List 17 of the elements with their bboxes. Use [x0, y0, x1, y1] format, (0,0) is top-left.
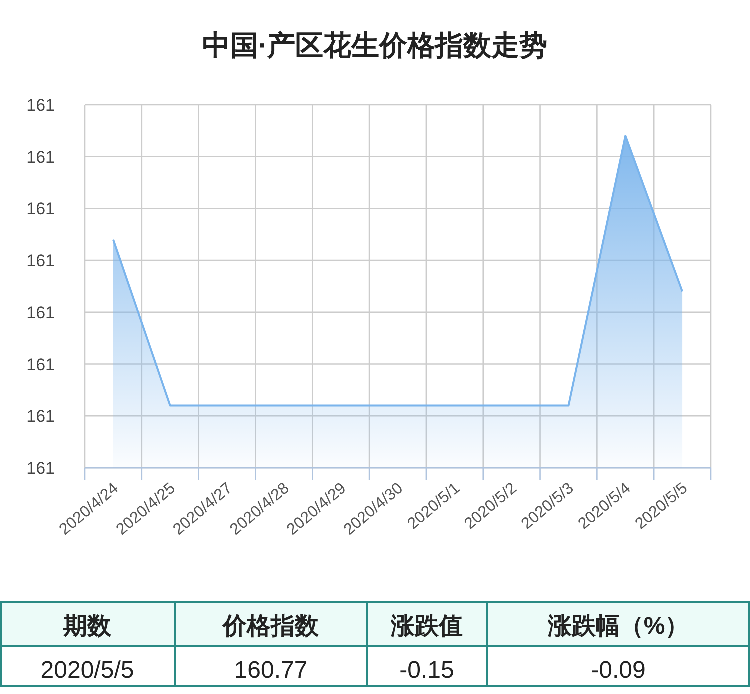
y-tick-label: 161	[26, 252, 55, 271]
text: 160.77	[234, 657, 308, 684]
text: -0.15	[400, 657, 454, 684]
y-tick-label: 161	[26, 200, 55, 219]
text: -0.09	[591, 657, 646, 684]
y-tick-label: 161	[26, 355, 55, 374]
y-tick-label: 161	[26, 148, 55, 167]
y-tick-label: 161	[26, 303, 55, 322]
chart-title: 中国·产区花生价格指数走势	[202, 30, 548, 61]
text: 2020/5/5	[40, 657, 134, 684]
text: 涨跌值	[390, 613, 463, 640]
text: 期数	[62, 613, 112, 640]
y-tick-label: 161	[26, 459, 55, 478]
text: 涨跌幅（%）	[546, 613, 690, 640]
y-tick-label: 161	[26, 407, 55, 426]
y-tick-label: 161	[26, 96, 55, 115]
text: 价格指数	[222, 613, 320, 640]
